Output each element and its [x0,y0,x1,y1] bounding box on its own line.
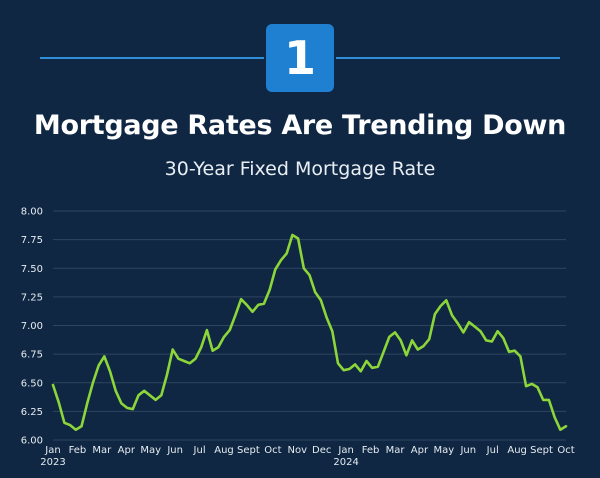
accent-rule-left [40,57,264,59]
x-tick-label: Sept [237,445,260,456]
y-tick-label: 7.25 [21,292,43,303]
x-tick-label: Sept [530,445,553,456]
x-tick-label: Jun [166,445,183,456]
chart-title: Mortgage Rates Are Trending Down [33,110,567,141]
number-badge: 1 [266,24,334,92]
x-tick-label: May [434,445,455,456]
y-tick-label: 6.75 [21,350,43,361]
x-tick-label: Apr [411,445,429,456]
y-tick-label: 7.75 [21,235,43,246]
x-tick-label: Nov [288,445,308,456]
x-tick-label: Feb [362,445,380,456]
x-tick-label: Feb [69,445,87,456]
x-tick-label: Jan [337,445,353,456]
y-tick-label: 6.50 [21,378,43,389]
accent-rule-right [336,57,560,59]
x-tick-label: Dec [312,445,331,456]
y-tick-label: 6.25 [21,407,43,418]
x-tick-label: Mar [92,445,112,456]
y-tick-label: 6.00 [21,436,43,447]
x-tick-label: Apr [118,445,136,456]
x-tick-label: May [140,445,161,456]
chart-subtitle: 30-Year Fixed Mortgage Rate [164,158,436,180]
y-tick-label: 7.00 [21,321,43,332]
x-tick-label: Jul [486,445,499,456]
x-tick-label: Aug [507,445,527,456]
x-tick-label: Jul [193,445,206,456]
x-tick-label: Jun [459,445,476,456]
y-tick-label: 8.00 [21,207,43,218]
x-tick-label: Aug [214,445,234,456]
header-decoration: 1 [0,0,600,100]
x-tick-year-label: 2023 [40,457,65,468]
x-tick-year-label: 2024 [333,457,358,468]
x-tick-label: Jan [44,445,60,456]
mortgage-rate-series-line [51,233,568,432]
x-tick-label: Oct [557,445,574,456]
x-tick-label: Mar [386,445,406,456]
y-tick-label: 7.50 [21,264,43,275]
x-tick-label: Oct [264,445,281,456]
